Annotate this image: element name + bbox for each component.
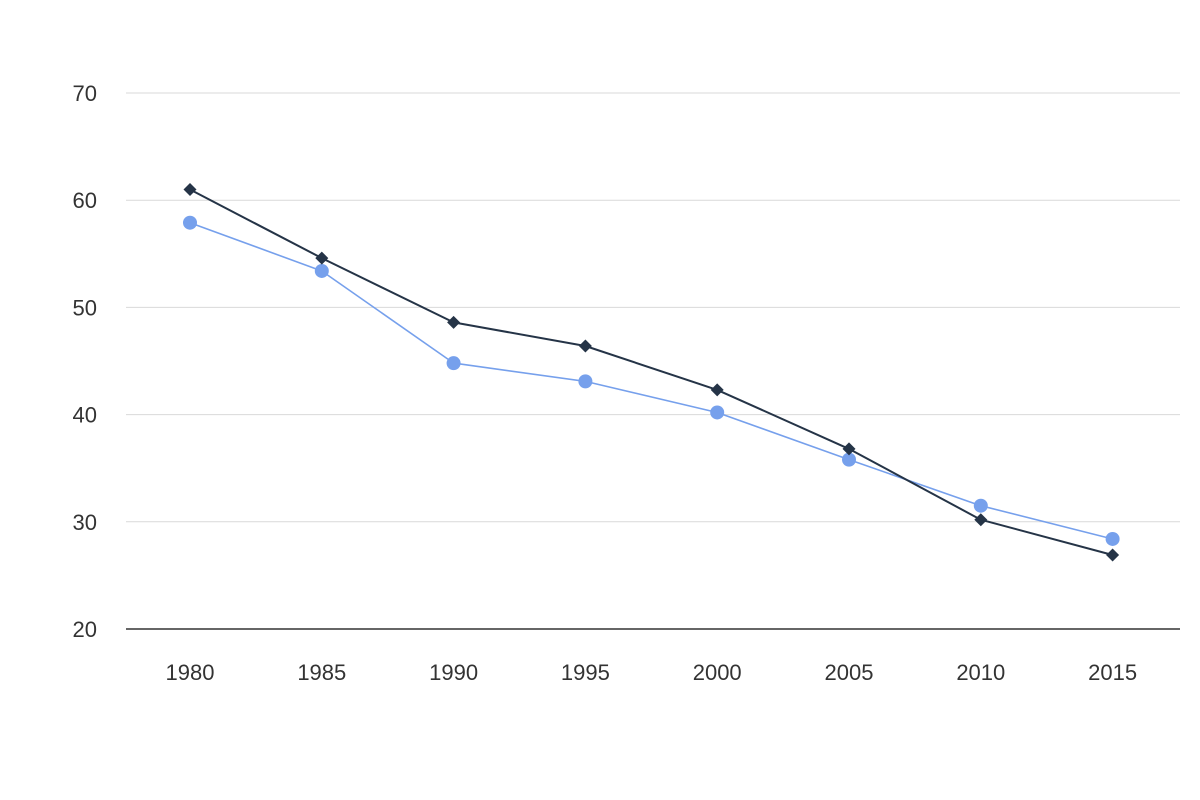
series-line xyxy=(189,188,1113,556)
x-tick-label: 1985 xyxy=(297,660,346,685)
data-point-diamond xyxy=(183,183,197,196)
x-tick-label: 2005 xyxy=(825,660,874,685)
data-point-circle xyxy=(973,498,988,513)
y-tick-label: 20 xyxy=(73,617,97,642)
y-tick-label: 70 xyxy=(73,81,97,106)
data-point-diamond xyxy=(1106,548,1120,562)
y-tick-label: 40 xyxy=(73,403,97,428)
series-group xyxy=(183,183,1120,562)
data-point-circle xyxy=(314,263,329,278)
x-axis-tick-labels: 1980 1985 1990 1995 2000 2005 2010 2015 xyxy=(166,660,1138,685)
data-point-circle xyxy=(578,374,593,389)
x-tick-label: 2015 xyxy=(1088,660,1137,685)
data-point-diamond xyxy=(578,339,592,353)
y-tick-label: 60 xyxy=(73,188,97,213)
x-tick-label: 1990 xyxy=(429,660,478,685)
y-axis-tick-labels: 20 30 40 50 60 70 xyxy=(73,81,97,642)
data-point-circle xyxy=(842,452,856,467)
data-point-circle xyxy=(710,405,725,420)
x-tick-label: 1995 xyxy=(561,660,610,685)
data-point-circle xyxy=(446,356,461,371)
data-point-diamond xyxy=(974,513,988,527)
data-point-diamond xyxy=(315,251,329,265)
data-point-circle xyxy=(183,215,197,230)
y-tick-label: 30 xyxy=(73,510,97,535)
x-tick-label: 2010 xyxy=(956,660,1005,685)
x-tick-label: 1980 xyxy=(166,660,215,685)
series-dark xyxy=(183,183,1120,562)
series-light xyxy=(183,215,1120,546)
y-tick-label: 50 xyxy=(73,295,97,320)
grid-lines xyxy=(126,92,1180,630)
data-point-diamond xyxy=(710,383,724,397)
data-point-diamond xyxy=(447,315,461,329)
series-line xyxy=(189,221,1113,540)
data-point-circle xyxy=(1105,531,1120,546)
data-point-diamond xyxy=(842,442,856,456)
x-tick-label: 2000 xyxy=(693,660,742,685)
